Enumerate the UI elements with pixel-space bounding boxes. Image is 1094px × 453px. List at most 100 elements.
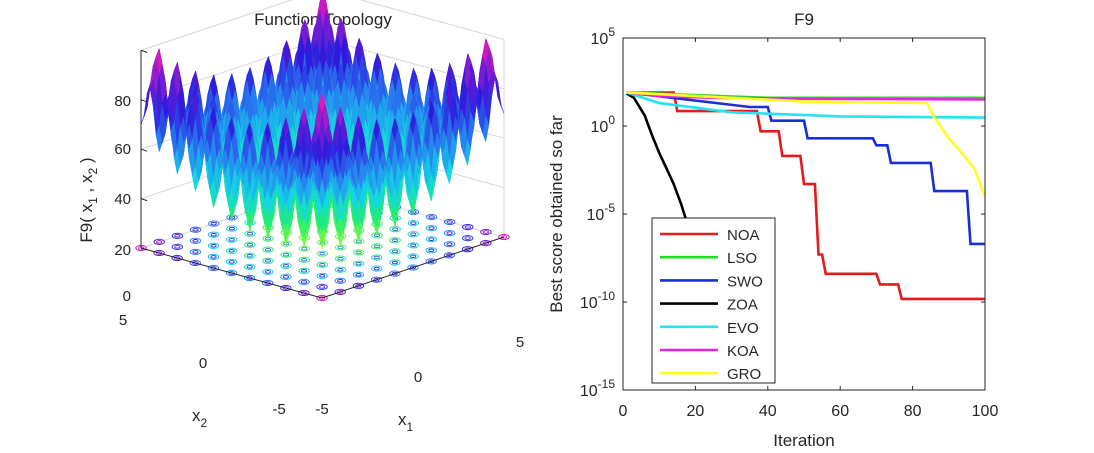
contour-ring [189, 237, 202, 244]
contour-ring [389, 237, 401, 244]
x2-tick-label: 5 [119, 312, 127, 329]
contour-ring [334, 255, 347, 262]
contour-ring [373, 277, 380, 282]
contour-ring [446, 242, 453, 246]
contour-ring [300, 291, 307, 295]
contour-ring [352, 260, 365, 267]
contour-ring [407, 231, 419, 238]
contour-ring [192, 239, 199, 243]
contour-ring [246, 231, 254, 236]
contour-ring [208, 231, 220, 238]
contour-ring [389, 248, 401, 255]
contour-ring [280, 284, 292, 292]
contour-ring [210, 255, 217, 259]
x-tick-label: 100 [972, 403, 999, 420]
contour-ring [316, 250, 329, 257]
contour-ring [225, 269, 238, 277]
legend-label-evo: EVO [727, 320, 759, 337]
contour-ring [498, 233, 510, 241]
contour-ring [243, 274, 256, 282]
contour-ring [192, 250, 199, 254]
contour-ring [171, 243, 184, 250]
z-tick-label: 0 [123, 288, 131, 305]
series-line-noa [626, 91, 985, 301]
contour-ring [246, 242, 253, 247]
contour-ring [319, 251, 326, 256]
contour-ring [391, 260, 398, 265]
contour-ring [443, 230, 456, 237]
contour-ring [428, 248, 435, 253]
contour-ring [280, 251, 292, 258]
contour-ring [389, 226, 401, 233]
contour-ring [407, 220, 420, 227]
contour-ring [370, 276, 383, 283]
contour-ring [174, 256, 181, 260]
z-axis-label: F9( x1 , x2 ) [77, 157, 100, 242]
z-axis-ticks: 0 20 40 60 80 [114, 93, 131, 305]
legend-label-lso: LSO [727, 250, 757, 267]
z-tick-mark [140, 49, 148, 53]
contour-ring [262, 246, 274, 253]
contour-ring [207, 242, 220, 249]
x1-tick-label: -5 [315, 401, 328, 418]
contour-ring [425, 213, 438, 221]
contour-ring [428, 237, 435, 241]
contour-ring [226, 236, 238, 243]
series-lines [625, 91, 985, 301]
contour-ring [153, 249, 165, 257]
contour-ring [301, 246, 308, 251]
x-tick-label: 60 [831, 403, 849, 420]
legend-label-swo: SWO [727, 273, 763, 290]
z-tick-mark [140, 148, 148, 152]
contour-ring [407, 264, 419, 271]
contour-ring [337, 267, 344, 272]
contour-ring [319, 274, 326, 278]
legend-label-zoa: ZOA [727, 297, 758, 314]
contour-ring [226, 225, 238, 232]
contour-ring [334, 277, 346, 284]
x2-axis-label: x2 [192, 406, 208, 430]
contour-ring [373, 244, 380, 249]
surface-cell [318, 155, 326, 176]
contour-ring [407, 253, 419, 260]
contour-ring [464, 236, 471, 240]
y-tick-label: 100 [591, 113, 616, 136]
contour-ring [425, 258, 437, 265]
series-line-evo [626, 91, 985, 119]
contour-ring [425, 225, 438, 232]
contour-ring [228, 237, 235, 242]
x1-axis-label: x1 [398, 410, 414, 434]
chart-title: F9 [794, 10, 814, 29]
contour-ring [480, 240, 492, 247]
contour-ring [156, 251, 163, 255]
contour-ring [428, 215, 435, 219]
contour-ring [337, 279, 344, 283]
contour-ring [446, 220, 453, 224]
x-tick-label: 20 [687, 403, 705, 420]
surface-cell [143, 87, 151, 118]
contour-ring [444, 218, 456, 226]
contour-ring [301, 269, 308, 273]
series-line-swo [626, 91, 985, 246]
contour-ring [264, 259, 271, 263]
contour-ring [462, 223, 474, 231]
x-tick-label: 80 [904, 403, 922, 420]
y-tick-label: 10-5 [587, 201, 616, 224]
contour-ring [462, 235, 474, 242]
contour-ring [371, 243, 383, 250]
contour-ring [264, 247, 272, 252]
contour-ring [316, 272, 328, 279]
contour-ring [482, 230, 489, 234]
x1-tick-label: 0 [414, 369, 422, 386]
x-tick-label: 40 [759, 403, 777, 420]
contour-ring [446, 253, 453, 258]
contour-ring [246, 276, 253, 280]
contour-ring [298, 256, 310, 263]
contour-ring [410, 254, 417, 259]
legend-box [651, 217, 776, 384]
z-tick-label: 20 [114, 242, 131, 259]
x-axis-ticks: 0 20 40 60 80 100 [619, 38, 999, 420]
contour-ring [207, 264, 220, 272]
z-tick-label: 80 [114, 93, 131, 110]
x2-tick-label: 0 [199, 355, 207, 372]
